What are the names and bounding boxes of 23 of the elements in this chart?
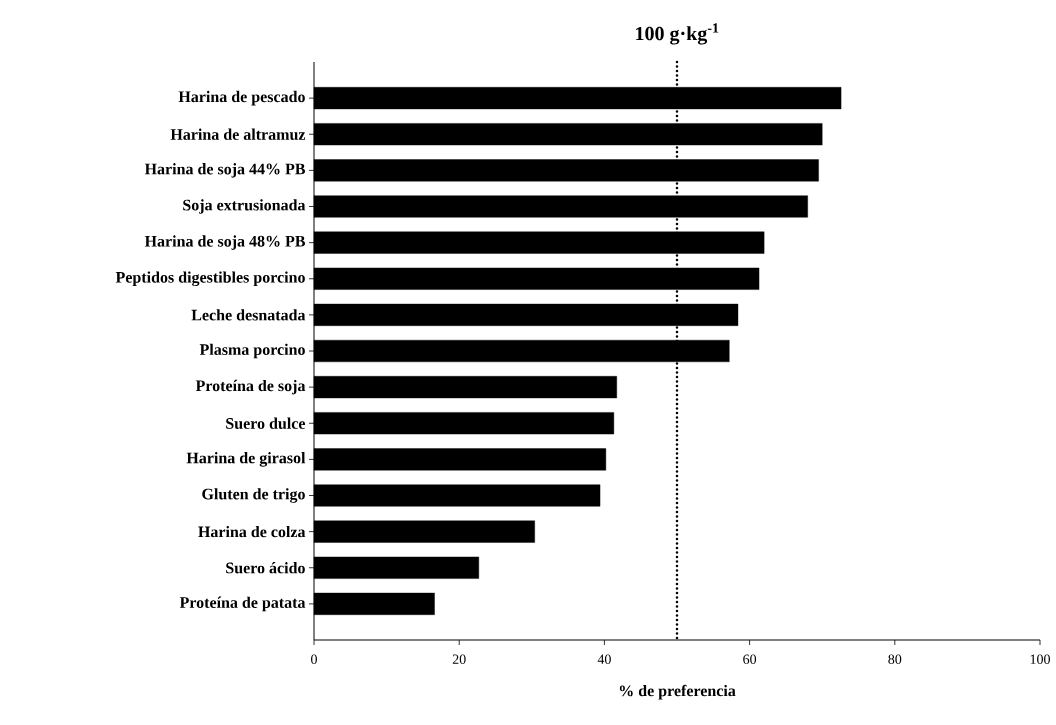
chart-title: 100 g·kg$^{-1}$ — [636, 23, 719, 45]
y-tick-label: Leche desnatada — [191, 309, 306, 321]
y-tick-label: Harina de soja 48% PB — [144, 235, 306, 250]
y-tick-label: Suero ácido — [226, 562, 305, 574]
y-tick-label: Harina de soja 44% PB — [144, 163, 306, 178]
y-tick-label: Plasma porcino — [199, 343, 305, 359]
y-tick-label: Peptidos digestibles porcino — [115, 271, 305, 287]
y-tick-label: Harina de colza — [198, 525, 306, 538]
y-tick-label: Gluten de trigo — [202, 488, 305, 503]
x-tick-label: 80 — [888, 654, 902, 664]
x-tick-label: 100 — [1030, 654, 1050, 664]
y-tick-label: Proteína de patata — [179, 596, 306, 612]
y-tick-label: Proteína de soja — [195, 379, 306, 395]
y-tick-label: Harina de girasol — [186, 452, 306, 467]
x-tick-label: 40 — [597, 654, 611, 664]
y-tick-label: Harina de pescado — [178, 90, 305, 106]
x-tick-label: 0 — [311, 654, 317, 664]
y-tick-label: Harina de altramuz — [170, 128, 306, 140]
y-tick-label: Suero dulce — [226, 417, 306, 429]
x-axis-title: % de preferencia — [619, 684, 736, 700]
x-tick-label: 60 — [743, 654, 757, 664]
x-tick-label: 20 — [452, 654, 466, 664]
y-tick-label: Soja extrusionada — [183, 199, 306, 214]
